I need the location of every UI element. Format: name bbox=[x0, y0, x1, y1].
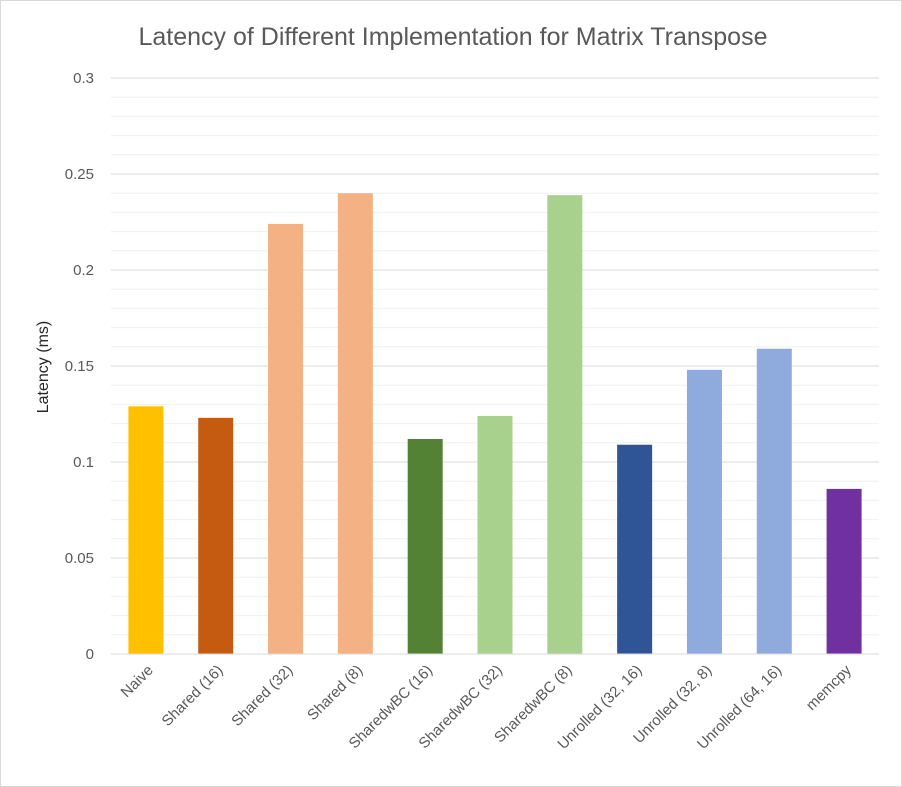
bar-shared-8 bbox=[337, 193, 373, 654]
y-tick-label: 0.3 bbox=[73, 70, 94, 87]
bar-sharedwbc-8 bbox=[547, 195, 583, 654]
bars bbox=[128, 193, 862, 655]
bar-unrolled-64-16 bbox=[756, 348, 792, 654]
y-tick-label: 0 bbox=[86, 646, 94, 663]
x-category-label: Shared (8) bbox=[304, 662, 366, 724]
y-tick-label: 0.25 bbox=[65, 166, 94, 183]
bar-shared-16 bbox=[198, 417, 234, 654]
y-axis-ticks: 0 0.05 0.1 0.15 0.2 0.25 0.3 bbox=[65, 70, 94, 663]
gridlines bbox=[111, 77, 879, 636]
chart-title: Latency of Different Implementation for … bbox=[138, 23, 767, 51]
bar-memcpy bbox=[826, 488, 862, 654]
x-category-label: Shared (16) bbox=[159, 662, 227, 730]
bar-unrolled-32-16 bbox=[617, 444, 653, 654]
x-category-label: memcpy bbox=[803, 661, 855, 713]
x-axis-categories: Naive Shared (16) Shared (32) Shared (8)Sha… bbox=[118, 661, 856, 752]
y-tick-label: 0.2 bbox=[73, 262, 94, 279]
bar-sharedwbc-16 bbox=[407, 438, 443, 654]
bar-shared-32 bbox=[268, 223, 304, 655]
y-tick-label: 0.1 bbox=[73, 454, 94, 471]
bar-unrolled-32-8 bbox=[686, 369, 722, 654]
y-axis-label: Latency (ms) bbox=[35, 321, 52, 413]
x-category-label: Shared (32) bbox=[228, 662, 296, 730]
bar-sharedwbc-32 bbox=[477, 415, 513, 654]
y-tick-label: 0.15 bbox=[65, 358, 94, 375]
y-tick-label: 0.05 bbox=[65, 550, 94, 567]
bar-naive bbox=[128, 406, 164, 654]
x-category-label: Naive bbox=[118, 662, 157, 701]
